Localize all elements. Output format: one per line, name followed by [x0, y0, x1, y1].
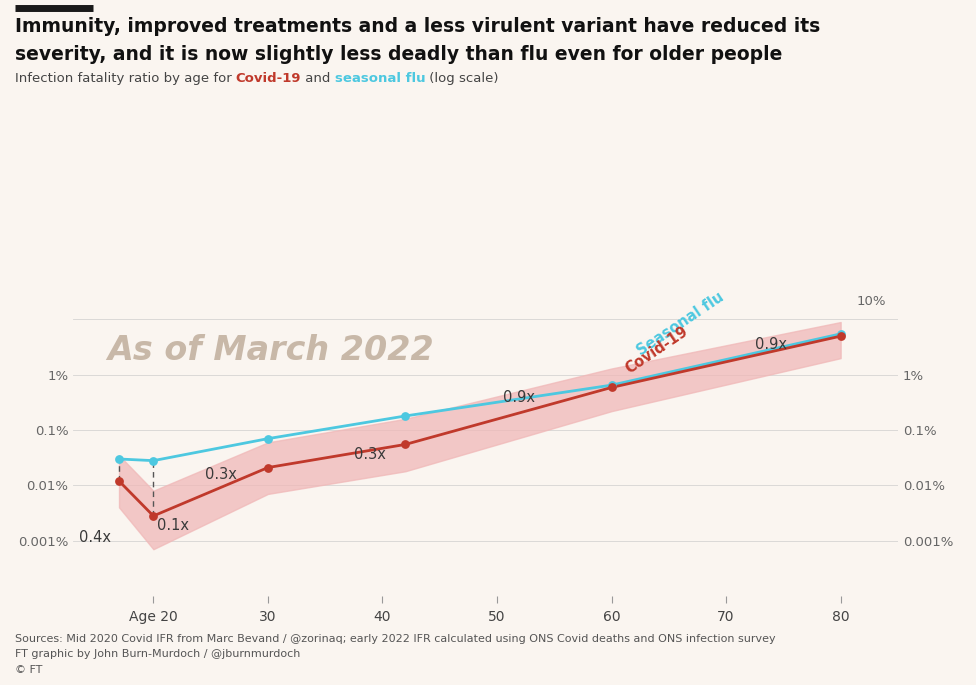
Text: 0.9x: 0.9x: [754, 337, 787, 352]
Text: Seasonal flu: Seasonal flu: [634, 290, 727, 359]
Text: Covid-19: Covid-19: [623, 323, 691, 376]
Text: seasonal flu: seasonal flu: [335, 72, 426, 85]
Text: Infection fatality ratio by age for: Infection fatality ratio by age for: [15, 72, 235, 85]
Text: Sources: Mid 2020 Covid IFR from Marc Bevand / @zorinaq; early 2022 IFR calculat: Sources: Mid 2020 Covid IFR from Marc Be…: [15, 634, 775, 644]
Text: Immunity, improved treatments and a less virulent variant have reduced its: Immunity, improved treatments and a less…: [15, 17, 820, 36]
Text: 0.3x: 0.3x: [354, 447, 386, 462]
Point: [604, 382, 620, 393]
Point: [111, 453, 127, 464]
Text: and: and: [302, 72, 335, 85]
Text: © FT: © FT: [15, 665, 42, 675]
Text: 0.1x: 0.1x: [157, 518, 188, 532]
Text: 0.4x: 0.4x: [79, 530, 111, 545]
Point: [145, 455, 161, 466]
Point: [261, 462, 276, 473]
Point: [111, 475, 127, 486]
Point: [261, 433, 276, 444]
Text: Covid-19: Covid-19: [235, 72, 302, 85]
Text: severity, and it is now slightly less deadly than flu even for older people: severity, and it is now slightly less de…: [15, 45, 782, 64]
Text: As of March 2022: As of March 2022: [107, 334, 434, 367]
Text: FT graphic by John Burn-Murdoch / @jburnmurdoch: FT graphic by John Burn-Murdoch / @jburn…: [15, 649, 300, 660]
Point: [833, 331, 848, 342]
Text: 0.9x: 0.9x: [503, 390, 535, 405]
Text: (log scale): (log scale): [426, 72, 499, 85]
Point: [397, 410, 413, 421]
Text: 10%: 10%: [857, 295, 886, 308]
Point: [145, 510, 161, 521]
Point: [397, 439, 413, 450]
Point: [833, 328, 848, 339]
Text: 0.3x: 0.3x: [205, 467, 237, 482]
Point: [604, 379, 620, 390]
